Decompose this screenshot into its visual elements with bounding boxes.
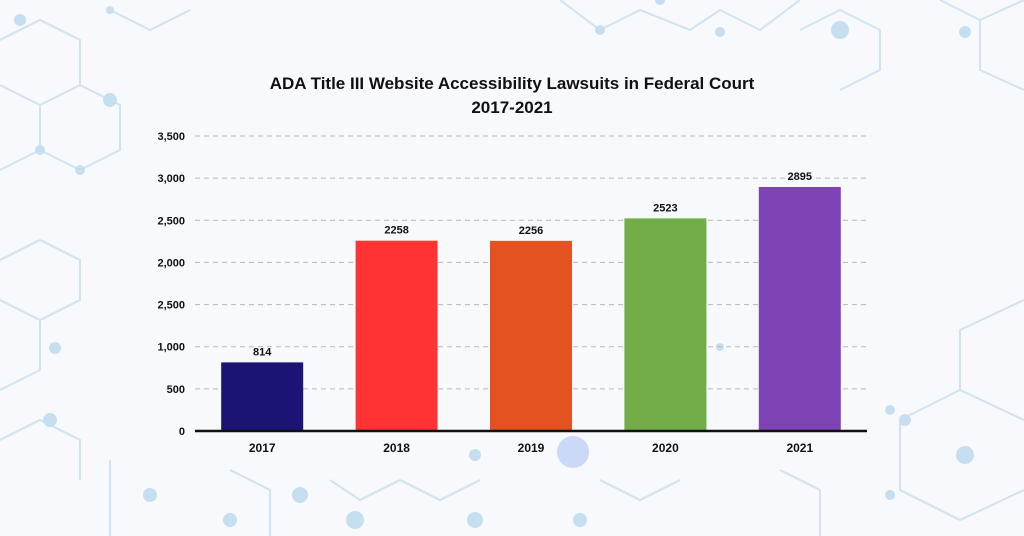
y-tick-label: 500 bbox=[167, 384, 185, 396]
chart-title: ADA Title III Website Accessibility Laws… bbox=[269, 74, 755, 93]
x-tick-label: 2021 bbox=[786, 441, 813, 455]
bar-2021 bbox=[758, 186, 841, 431]
y-tick-label: 3,000 bbox=[157, 173, 185, 185]
chart-subtitle: 2017-2021 bbox=[471, 98, 553, 117]
y-tick-label: 2,500 bbox=[157, 300, 185, 312]
y-tick-label: 2,000 bbox=[157, 257, 185, 269]
y-tick-label: 1,000 bbox=[157, 342, 185, 354]
y-tick-label: 0 bbox=[179, 426, 185, 438]
y-tick-label: 3,500 bbox=[157, 131, 185, 143]
value-label: 2523 bbox=[653, 202, 677, 214]
x-tick-label: 2019 bbox=[518, 441, 545, 455]
value-label: 814 bbox=[253, 346, 272, 358]
bars bbox=[221, 186, 841, 431]
x-tick-label: 2017 bbox=[249, 441, 276, 455]
bar-2017 bbox=[221, 362, 304, 431]
value-labels: 814 2258 2256 2523 2895 bbox=[253, 171, 812, 358]
value-label: 2258 bbox=[384, 225, 408, 237]
y-axis-tick-labels: 0 500 1,000 2,500 2,000 2,500 3,000 3,500 bbox=[157, 131, 185, 438]
value-label: 2256 bbox=[519, 225, 543, 237]
bar-2019 bbox=[490, 240, 572, 431]
bar-2018 bbox=[355, 240, 438, 431]
value-label: 2895 bbox=[788, 171, 812, 183]
x-tick-label: 2020 bbox=[652, 441, 679, 455]
bar-2020 bbox=[624, 218, 707, 431]
x-axis-tick-labels: 2017 2018 2019 2020 2021 bbox=[249, 441, 814, 455]
x-tick-label: 2018 bbox=[383, 441, 410, 455]
y-tick-label: 2,500 bbox=[157, 215, 185, 227]
